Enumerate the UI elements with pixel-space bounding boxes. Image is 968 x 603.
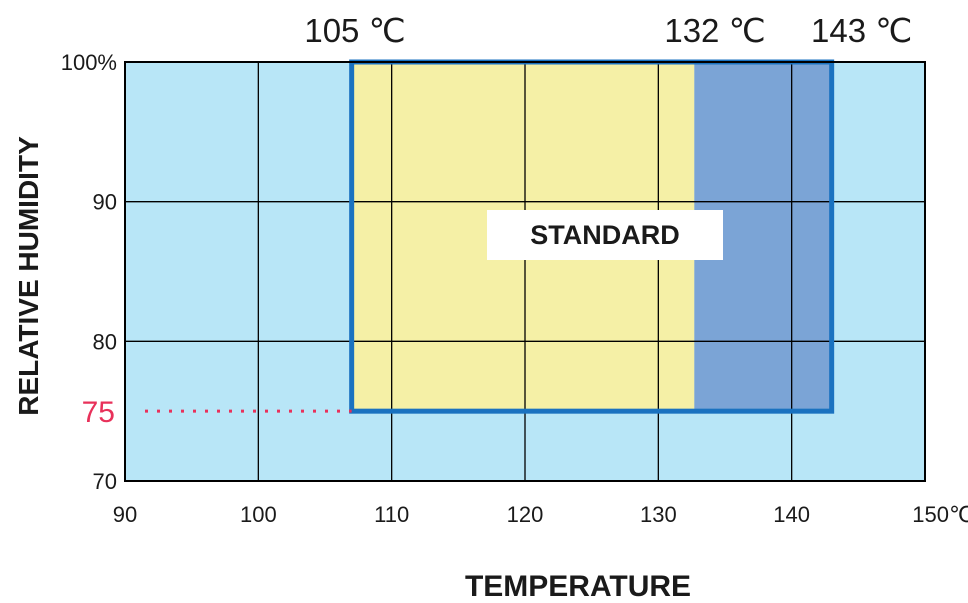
- x-tick-label: 90: [113, 502, 137, 527]
- standard-label-box: STANDARD: [487, 210, 723, 260]
- x-tick-label: 150℃: [912, 502, 968, 527]
- y-tick-labels: 70 80 90 100%: [61, 50, 117, 494]
- reference-label: 75: [82, 396, 115, 429]
- plot-border: [124, 61, 926, 482]
- x-axis-label: TEMPERATURE: [465, 570, 691, 603]
- standard-label: STANDARD: [530, 220, 680, 250]
- x-tick-label: 110: [374, 502, 409, 527]
- y-tick-label: 100%: [61, 50, 117, 75]
- x-tick-label: 100: [240, 502, 277, 527]
- x-tick-labels: 90 100 110 120 130 140 150℃: [113, 502, 968, 527]
- x-tick-label: 130: [640, 502, 677, 527]
- y-tick-label: 80: [93, 329, 117, 354]
- reference-line-layer: 75: [82, 396, 352, 429]
- x-tick-label: 140: [773, 502, 810, 527]
- x-tick-label: 120: [507, 502, 544, 527]
- y-tick-label: 70: [93, 469, 117, 494]
- y-axis-label: RELATIVE HUMIDITY: [13, 136, 44, 416]
- top-temperature-labels: 105 ℃ 132 ℃ 143 ℃: [304, 12, 912, 49]
- y-tick-label: 90: [93, 190, 117, 215]
- top-temperature-label: 105 ℃: [304, 12, 405, 49]
- top-temperature-label: 132 ℃: [664, 12, 765, 49]
- top-temperature-label: 143 ℃: [811, 12, 912, 49]
